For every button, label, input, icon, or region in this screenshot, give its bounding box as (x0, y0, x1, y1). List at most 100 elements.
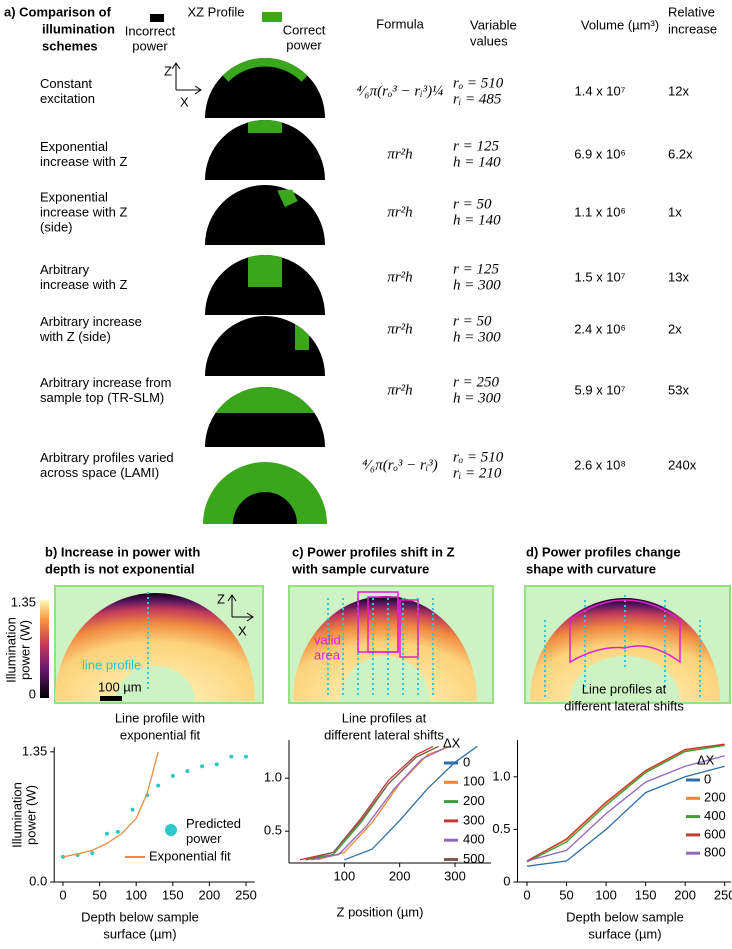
y-tick-label: 0.5 (264, 823, 282, 838)
axes-icon (172, 63, 201, 94)
legend-swatch (165, 824, 177, 836)
formula: ⁴⁄₆π(rₒ³ − rᵢ³) (362, 457, 437, 473)
colorbar-tick: 0 (29, 686, 36, 701)
y-tick-label: 1.0 (492, 768, 510, 783)
x-tick-label: 150 (162, 887, 184, 902)
panel-title: schemes (42, 38, 98, 53)
panel-title: d) Power profiles change (526, 544, 681, 559)
variable: h = 300 (453, 329, 501, 345)
data-point (105, 832, 109, 836)
y-tick-label: 1.0 (264, 770, 282, 785)
figure-canvas: a) Comparison ofilluminationschemesXZ Pr… (0, 0, 732, 949)
panel-title: c) Power profiles shift in Z (292, 544, 455, 559)
data-line (63, 752, 158, 857)
column-header: Relative (668, 4, 715, 19)
panel-title: shape with curvature (526, 561, 656, 576)
heatmap-b (40, 586, 263, 703)
x-tick-label: 100 (125, 887, 147, 902)
legend-swatch (262, 12, 282, 22)
colorbar-label: Illumination (3, 617, 18, 683)
profile-disk (205, 120, 325, 180)
variable: rₒ = 510 (453, 449, 504, 465)
formula: πr²h (387, 382, 412, 398)
y-axis-label: power (W) (23, 785, 38, 845)
y-tick-label: 0.0 (29, 873, 47, 888)
row-label: Exponential (40, 139, 108, 154)
variable: r = 125 (453, 138, 499, 154)
annotation: area (314, 647, 341, 662)
y-axis-label: Illumination (9, 782, 24, 848)
legend-label: Incorrect (125, 23, 176, 38)
formula: πr²h (387, 321, 412, 337)
legend-label: 800 (704, 845, 726, 860)
row-label: Constant (40, 76, 92, 91)
profile-disk (205, 316, 325, 376)
variable: h = 140 (453, 212, 501, 228)
x-tick-label: 250 (714, 887, 732, 902)
row-label: across space (LAMI) (40, 465, 159, 480)
y-tick-label: 0.5 (492, 821, 510, 836)
legend-title: ΔX (697, 752, 715, 767)
legend-title: ΔX (443, 735, 461, 750)
data-line (300, 746, 433, 859)
axis-label: Z (217, 591, 225, 606)
relative-increase: 1x (668, 204, 682, 219)
volume: 2.6 x 10⁸ (574, 457, 626, 472)
variable: rₒ = 510 (453, 75, 504, 91)
profile-disk (205, 387, 325, 447)
data-point (185, 769, 189, 773)
x-tick-label: 0 (523, 887, 530, 902)
data-point (229, 755, 233, 759)
x-tick-label: 250 (235, 887, 257, 902)
row-label: Arbitrary increase (40, 314, 142, 329)
panel-title: b) Increase in power with (45, 544, 200, 559)
legend-label: power (286, 37, 322, 52)
relative-increase: 53x (668, 382, 689, 397)
row-label: (side) (40, 219, 73, 234)
panel-title: a) Comparison of (4, 4, 112, 19)
data-point (131, 808, 135, 812)
x-axis-label: Z position (µm) (337, 904, 424, 919)
x-tick-label: 100 (595, 887, 617, 902)
row-label: with Z (side) (39, 329, 111, 344)
data-point (215, 762, 219, 766)
legend-label: Predicted power (186, 816, 248, 846)
data-point (116, 830, 120, 834)
legend-label: 600 (704, 826, 726, 841)
variable: rᵢ = 485 (453, 91, 502, 107)
y-tick-label: 0 (503, 873, 510, 888)
legend-label: 200 (704, 790, 726, 805)
profile-disk (205, 183, 325, 245)
caption: Line profiles at (342, 710, 427, 725)
caption: Line profile with (115, 710, 205, 725)
legend-label: Correct (283, 22, 326, 37)
profile-disk (203, 462, 327, 524)
column-header: Volume (µm³) (581, 17, 659, 32)
data-point (90, 851, 94, 855)
row-label: Arbitrary profiles varied (40, 450, 174, 465)
profile-disk (205, 255, 325, 315)
legend-label: Exponential fit (149, 848, 231, 863)
variable: r = 125 (453, 261, 499, 277)
variable: rᵢ = 210 (453, 465, 502, 481)
panel-title: illumination (42, 21, 115, 36)
data-line (527, 744, 725, 861)
x-tick-label: 300 (444, 868, 466, 883)
legend-swatch (150, 14, 164, 22)
data-point (171, 774, 175, 778)
x-tick-label: 50 (92, 887, 106, 902)
data-point (200, 764, 204, 768)
x-tick-label: 200 (674, 887, 696, 902)
legend-label: 300 (463, 812, 485, 827)
x-tick-label: 200 (199, 887, 221, 902)
row-label: Arbitrary (40, 262, 90, 277)
relative-increase: 13x (668, 269, 689, 284)
x-tick-label: 100 (333, 868, 355, 883)
y-tick-label: 1.35 (22, 743, 47, 758)
row-label: excitation (40, 91, 95, 106)
data-point (156, 784, 160, 788)
variable: h = 300 (453, 390, 501, 406)
legend-label: 0 (704, 771, 711, 786)
x-axis-label: surface (µm) (103, 926, 176, 941)
formula: πr²h (387, 146, 412, 162)
